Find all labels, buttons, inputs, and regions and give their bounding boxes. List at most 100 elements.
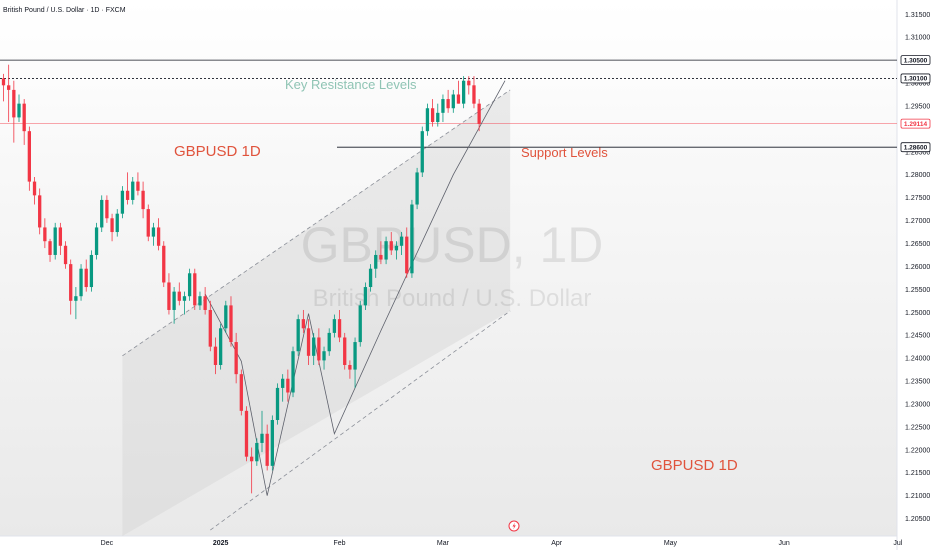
candle[interactable] (239, 369, 243, 416)
candle[interactable] (125, 172, 130, 205)
candle[interactable] (74, 287, 78, 320)
candle[interactable] (69, 259, 73, 315)
candle[interactable] (265, 424, 269, 471)
candle[interactable] (441, 94, 445, 122)
candle[interactable] (250, 447, 254, 494)
candle[interactable] (337, 309, 342, 343)
candle[interactable] (405, 227, 409, 278)
candle[interactable] (22, 99, 26, 145)
candle[interactable] (53, 222, 57, 260)
event-marker[interactable] (508, 520, 520, 532)
candle[interactable] (94, 222, 99, 260)
candle[interactable] (327, 328, 331, 356)
candle[interactable] (399, 232, 404, 255)
annotation-gbpusd-top[interactable]: GBPUSD 1D (174, 143, 261, 160)
candle[interactable] (260, 410, 264, 453)
candle[interactable] (363, 282, 368, 310)
candle[interactable] (162, 241, 166, 288)
candle[interactable] (115, 209, 119, 237)
candle[interactable] (281, 374, 285, 402)
candle[interactable] (394, 241, 399, 260)
candle[interactable] (167, 273, 171, 315)
candle[interactable] (48, 238, 52, 262)
candle[interactable] (105, 195, 109, 223)
candle[interactable] (456, 80, 461, 104)
candle[interactable] (182, 291, 187, 315)
candle[interactable] (291, 346, 295, 398)
candle[interactable] (430, 99, 435, 127)
candle[interactable] (451, 89, 455, 113)
candle[interactable] (286, 369, 290, 402)
candle[interactable] (477, 99, 481, 132)
candle[interactable] (244, 406, 249, 462)
candle[interactable] (415, 167, 419, 210)
candle[interactable] (1, 73, 6, 102)
candle[interactable] (156, 218, 161, 251)
candle[interactable] (358, 300, 362, 347)
candle[interactable] (63, 241, 68, 269)
candle[interactable] (275, 383, 280, 425)
annotation-resistance[interactable]: Key Resistance Levels (285, 77, 417, 92)
candle[interactable] (425, 103, 430, 136)
candle[interactable] (461, 76, 466, 109)
candle[interactable] (296, 314, 300, 356)
candle[interactable] (12, 80, 16, 143)
candle[interactable] (141, 181, 145, 219)
zigzag-path[interactable] (204, 80, 506, 496)
candle[interactable] (187, 268, 192, 301)
candle[interactable] (229, 296, 233, 347)
candle[interactable] (100, 195, 104, 233)
candle[interactable] (389, 232, 393, 255)
annotation-gbpusd-bottom[interactable]: GBPUSD 1D (651, 457, 738, 474)
candle[interactable] (234, 332, 238, 384)
candle[interactable] (58, 222, 63, 255)
candle[interactable] (446, 89, 450, 113)
channel-lower-line[interactable] (210, 310, 511, 531)
candle[interactable] (172, 287, 176, 324)
candle[interactable] (208, 300, 212, 352)
candle[interactable] (177, 282, 181, 306)
candle[interactable] (79, 264, 83, 301)
candle[interactable] (136, 172, 140, 196)
candle[interactable] (32, 177, 37, 205)
candle[interactable] (151, 222, 156, 246)
candle[interactable] (436, 103, 440, 127)
candle[interactable] (218, 323, 223, 370)
candle[interactable] (120, 186, 125, 219)
annotation-support[interactable]: Support Levels (521, 145, 608, 160)
candle[interactable] (368, 264, 373, 292)
candle[interactable] (312, 332, 316, 365)
candle[interactable] (384, 236, 388, 265)
candle[interactable] (322, 346, 326, 370)
candle[interactable] (89, 250, 94, 292)
candle[interactable] (255, 438, 259, 466)
candle[interactable] (38, 188, 42, 235)
candle[interactable] (332, 314, 337, 338)
candle[interactable] (224, 300, 228, 333)
candle[interactable] (374, 250, 378, 278)
candle[interactable] (17, 94, 21, 122)
candle[interactable] (343, 332, 347, 370)
candle[interactable] (472, 76, 476, 109)
candle[interactable] (306, 319, 311, 365)
candle[interactable] (43, 218, 47, 249)
candle[interactable] (213, 337, 218, 375)
candle[interactable] (420, 126, 424, 178)
candle[interactable] (27, 126, 31, 191)
candle[interactable] (270, 415, 274, 471)
candle[interactable] (379, 241, 383, 265)
candle[interactable] (7, 64, 11, 122)
candle[interactable] (193, 268, 197, 310)
candle[interactable] (301, 309, 306, 333)
candle[interactable] (353, 337, 357, 388)
candle[interactable] (410, 199, 414, 278)
candle[interactable] (84, 259, 88, 292)
channel-upper-line[interactable] (122, 89, 511, 357)
candle[interactable] (131, 177, 135, 205)
candle[interactable] (110, 213, 114, 242)
candle[interactable] (348, 360, 352, 379)
candle[interactable] (146, 204, 150, 242)
candle[interactable] (203, 287, 207, 315)
candle[interactable] (317, 328, 321, 365)
